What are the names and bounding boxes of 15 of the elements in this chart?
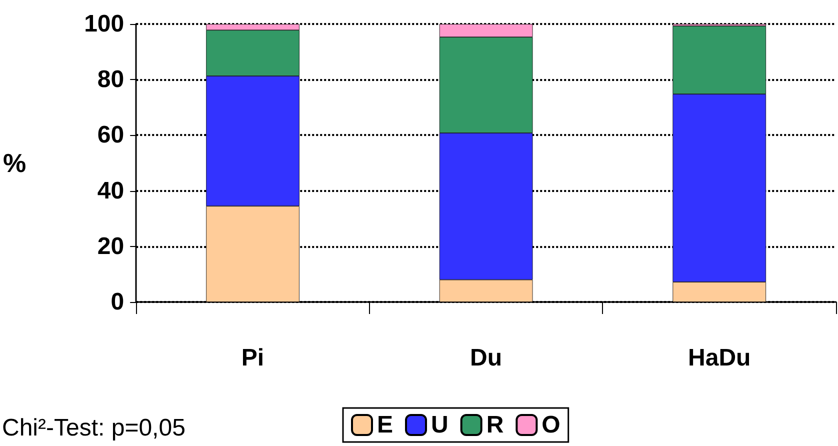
y-tick-label: 60: [97, 122, 124, 149]
y-tick-label: 20: [97, 232, 124, 260]
x-tick-label: Pi: [241, 344, 264, 372]
x-tick-label: HaDu: [688, 344, 751, 372]
legend-label: R: [486, 412, 504, 438]
y-tick-label: 80: [97, 66, 124, 94]
y-tick-label: 0: [110, 288, 124, 316]
x-tick-label: Du: [470, 344, 502, 372]
legend-label: U: [431, 412, 448, 438]
legend-label: E: [377, 412, 394, 438]
y-tick-label: 40: [97, 177, 124, 204]
y-axis-title: %: [2, 148, 26, 178]
text: Chi²-Test: p=0,05: [2, 414, 186, 442]
y-tick-label: 100: [84, 10, 124, 38]
legend-label: O: [542, 412, 560, 438]
